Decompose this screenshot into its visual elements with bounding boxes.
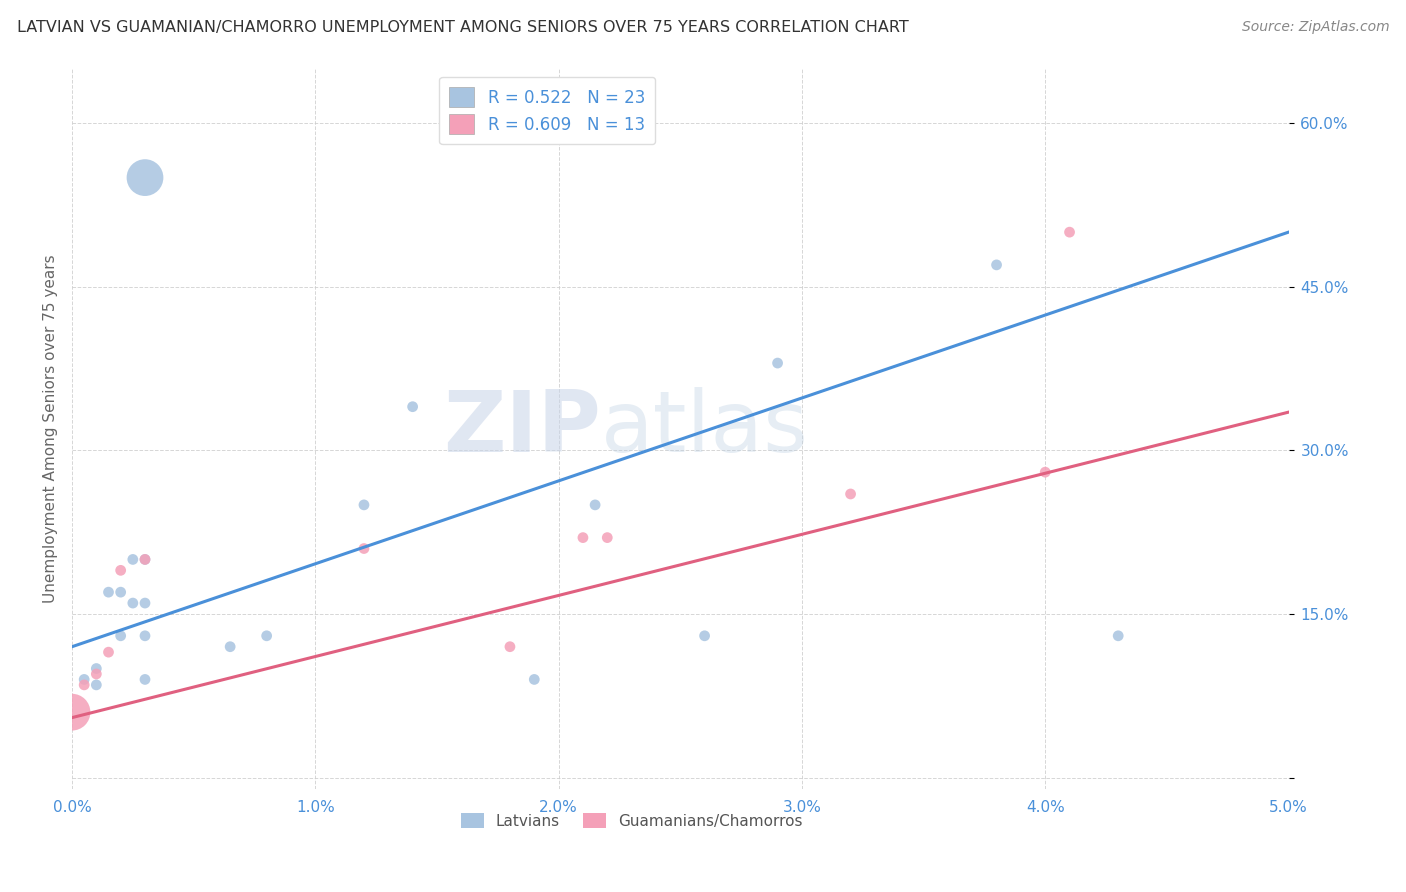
Point [73,678,96,692]
Text: ZIP: ZIP [443,387,602,470]
Point [134,673,156,687]
Point [110,585,132,599]
Point [73,673,96,687]
Point [134,552,156,566]
Point [693,629,716,643]
Text: LATVIAN VS GUAMANIAN/CHAMORRO UNEMPLOYMENT AMONG SENIORS OVER 75 YEARS CORRELATI: LATVIAN VS GUAMANIAN/CHAMORRO UNEMPLOYME… [17,20,908,35]
Point [121,552,143,566]
Point [134,596,156,610]
Y-axis label: Unemployment Among Seniors over 75 years: Unemployment Among Seniors over 75 years [44,254,58,603]
Point [523,673,546,687]
Point [97,645,120,659]
Point [572,531,595,545]
Point [1033,465,1056,479]
Point [499,640,522,654]
Point [219,640,242,654]
Point [86,661,108,675]
Legend: Latvians, Guamanians/Chamorros: Latvians, Guamanians/Chamorros [454,806,808,835]
Point [766,356,789,370]
Text: atlas: atlas [602,387,810,470]
Point [596,531,619,545]
Point [1107,629,1129,643]
Point [97,585,120,599]
Point [134,552,156,566]
Point [60,705,83,719]
Point [986,258,1008,272]
Point [86,667,108,681]
Point [256,629,278,643]
Point [110,629,132,643]
Point [353,498,375,512]
Point [110,563,132,577]
Point [401,400,423,414]
Text: Source: ZipAtlas.com: Source: ZipAtlas.com [1241,20,1389,34]
Point [86,678,108,692]
Point [1059,225,1081,239]
Point [134,629,156,643]
Point [583,498,606,512]
Point [134,170,156,185]
Point [121,596,143,610]
Point [839,487,862,501]
Point [353,541,375,556]
